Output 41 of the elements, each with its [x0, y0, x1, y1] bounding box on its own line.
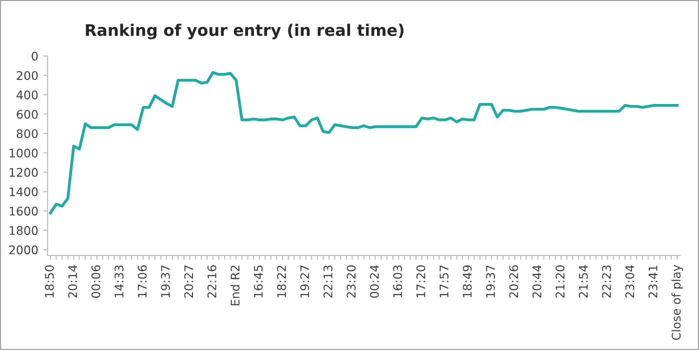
y-tick-label: 800: [16, 129, 38, 138]
x-tick-label: 22:23: [602, 265, 612, 298]
y-tick-label: 600: [16, 110, 38, 119]
x-tick-label: 22:16: [207, 265, 216, 298]
x-tick-label: 23:04: [625, 265, 634, 298]
x-tick-label: 16:45: [254, 266, 263, 298]
x-tick-label: 19:27: [300, 266, 310, 298]
y-tick-label: 200: [16, 71, 38, 80]
x-tick-label: 20:26: [509, 265, 518, 298]
y-tick-label: 1400: [10, 187, 38, 196]
x-tick-label: 16:03: [393, 265, 402, 298]
x-tick-label: 14:33: [114, 265, 124, 298]
y-tick-label: 1800: [10, 226, 38, 235]
x-tick-label: 19:37: [161, 266, 170, 298]
x-tick-label: 22:13: [324, 265, 332, 298]
x-tick-label: 21:20: [556, 265, 565, 298]
x-tick-label: 20:44: [532, 265, 542, 298]
x-tick-label: 18:49: [462, 265, 472, 298]
x-tick-label: 21:54: [578, 265, 588, 298]
x-tick-label: 17:20: [416, 265, 426, 298]
y-tick-label: 2000: [9, 245, 38, 254]
x-tick-label: End R2: [230, 266, 240, 306]
x-tick-label: 23:20: [346, 265, 356, 298]
y-tick-label: 1000: [10, 148, 38, 158]
x-tick-label: 20:14: [68, 265, 78, 298]
x-tick-label: 18:50: [44, 265, 54, 298]
x-tick-label: Close of play: [672, 264, 683, 340]
x-tick-label: 00:24: [370, 265, 379, 298]
line-series: [49, 71, 679, 214]
x-tick-label: 17:06: [138, 265, 147, 298]
x-tick-label: 18:22: [277, 266, 286, 298]
y-tick-label: 1200: [10, 168, 38, 177]
chart-title: Ranking of your entry (in real time): [86, 24, 404, 40]
y-tick-label: 400: [16, 90, 38, 100]
x-tick-label: 20:27: [184, 266, 194, 298]
x-tick-label: 17:57: [440, 266, 449, 298]
y-tick-label: 0: [32, 52, 38, 61]
y-tick-label: 1600: [10, 206, 38, 216]
x-tick-label: 23:41: [648, 266, 658, 298]
x-tick-label: 19:37: [486, 266, 495, 298]
x-tick-label: 00:06: [91, 265, 100, 298]
